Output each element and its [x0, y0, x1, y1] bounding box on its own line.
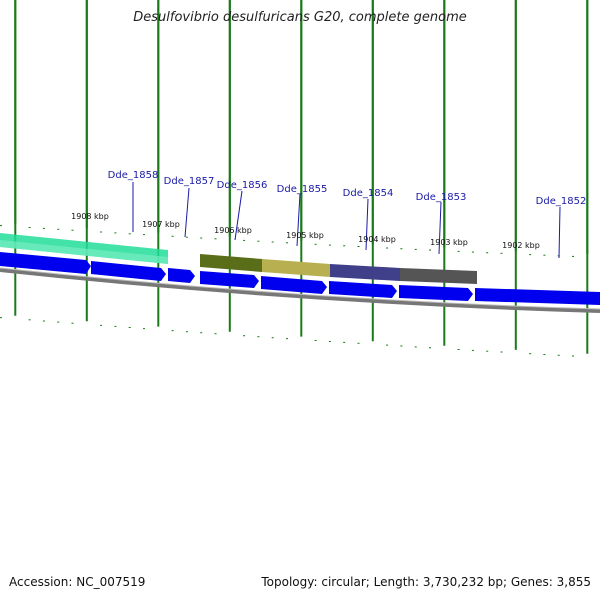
gene-arrow[interactable] [329, 281, 397, 298]
gene-arrow[interactable] [91, 261, 166, 281]
region-khaki[interactable] [262, 259, 330, 277]
region-grey[interactable] [400, 268, 477, 284]
genome-title: Desulfovibrio desulfuricans G20, complet… [133, 10, 467, 25]
genome-summary: Topology: circular; Length: 3,730,232 bp… [261, 575, 591, 589]
kbp-label-1907: 1907 kbp [142, 220, 180, 229]
gene-label-leader [234, 190, 243, 241]
gene-label-dde-1857[interactable]: Dde_1857 [164, 176, 215, 187]
highlight-regions [0, 233, 477, 284]
genome-backbone [0, 268, 600, 313]
region-slate[interactable] [330, 264, 400, 281]
gene-label-leader [296, 193, 301, 247]
kbp-label-1903: 1903 kbp [430, 238, 468, 247]
gene-label-dde-1856[interactable]: Dde_1856 [217, 180, 268, 191]
kbp-label-1902: 1902 kbp [502, 241, 540, 250]
gene-labels: Dde_1858 Dde_1857 Dde_1856 Dde_1855 Dde_… [108, 170, 587, 259]
gene-label-leader [365, 198, 369, 251]
region-olive[interactable] [200, 254, 262, 272]
accession-label: Accession: NC_007519 [9, 575, 146, 589]
gene-arrow[interactable] [399, 285, 473, 301]
forward-genes [0, 252, 600, 305]
gene-arrow[interactable] [475, 288, 600, 305]
gene-label-dde-1855[interactable]: Dde_1855 [277, 184, 328, 195]
gene-label-dde-1853[interactable]: Dde_1853 [416, 192, 467, 203]
gene-arrow[interactable] [261, 276, 327, 294]
gene-arrow[interactable] [0, 252, 91, 274]
region-teal-light [0, 240, 168, 264]
kbp-label-1906: 1906 kbp [214, 226, 252, 235]
kbp-labels: 1908 kbp 1907 kbp 1906 kbp 1905 kbp 1904… [71, 212, 540, 250]
kbp-label-1905: 1905 kbp [286, 231, 324, 240]
genome-backbone-highlight [0, 267, 600, 310]
inner-tick-ring [0, 0, 589, 357]
gene-label-leader [558, 206, 561, 259]
gene-label-dde-1858[interactable]: Dde_1858 [108, 170, 159, 181]
gene-label-dde-1852[interactable]: Dde_1852 [536, 196, 587, 207]
gene-label-leader [184, 187, 190, 238]
gene-arrow[interactable] [168, 268, 195, 283]
gene-label-leader [438, 201, 442, 255]
kbp-label-1908: 1908 kbp [71, 212, 109, 221]
kbp-label-1904: 1904 kbp [358, 235, 396, 244]
gene-arrow[interactable] [200, 271, 259, 288]
gene-label-dde-1854[interactable]: Dde_1854 [343, 188, 394, 199]
